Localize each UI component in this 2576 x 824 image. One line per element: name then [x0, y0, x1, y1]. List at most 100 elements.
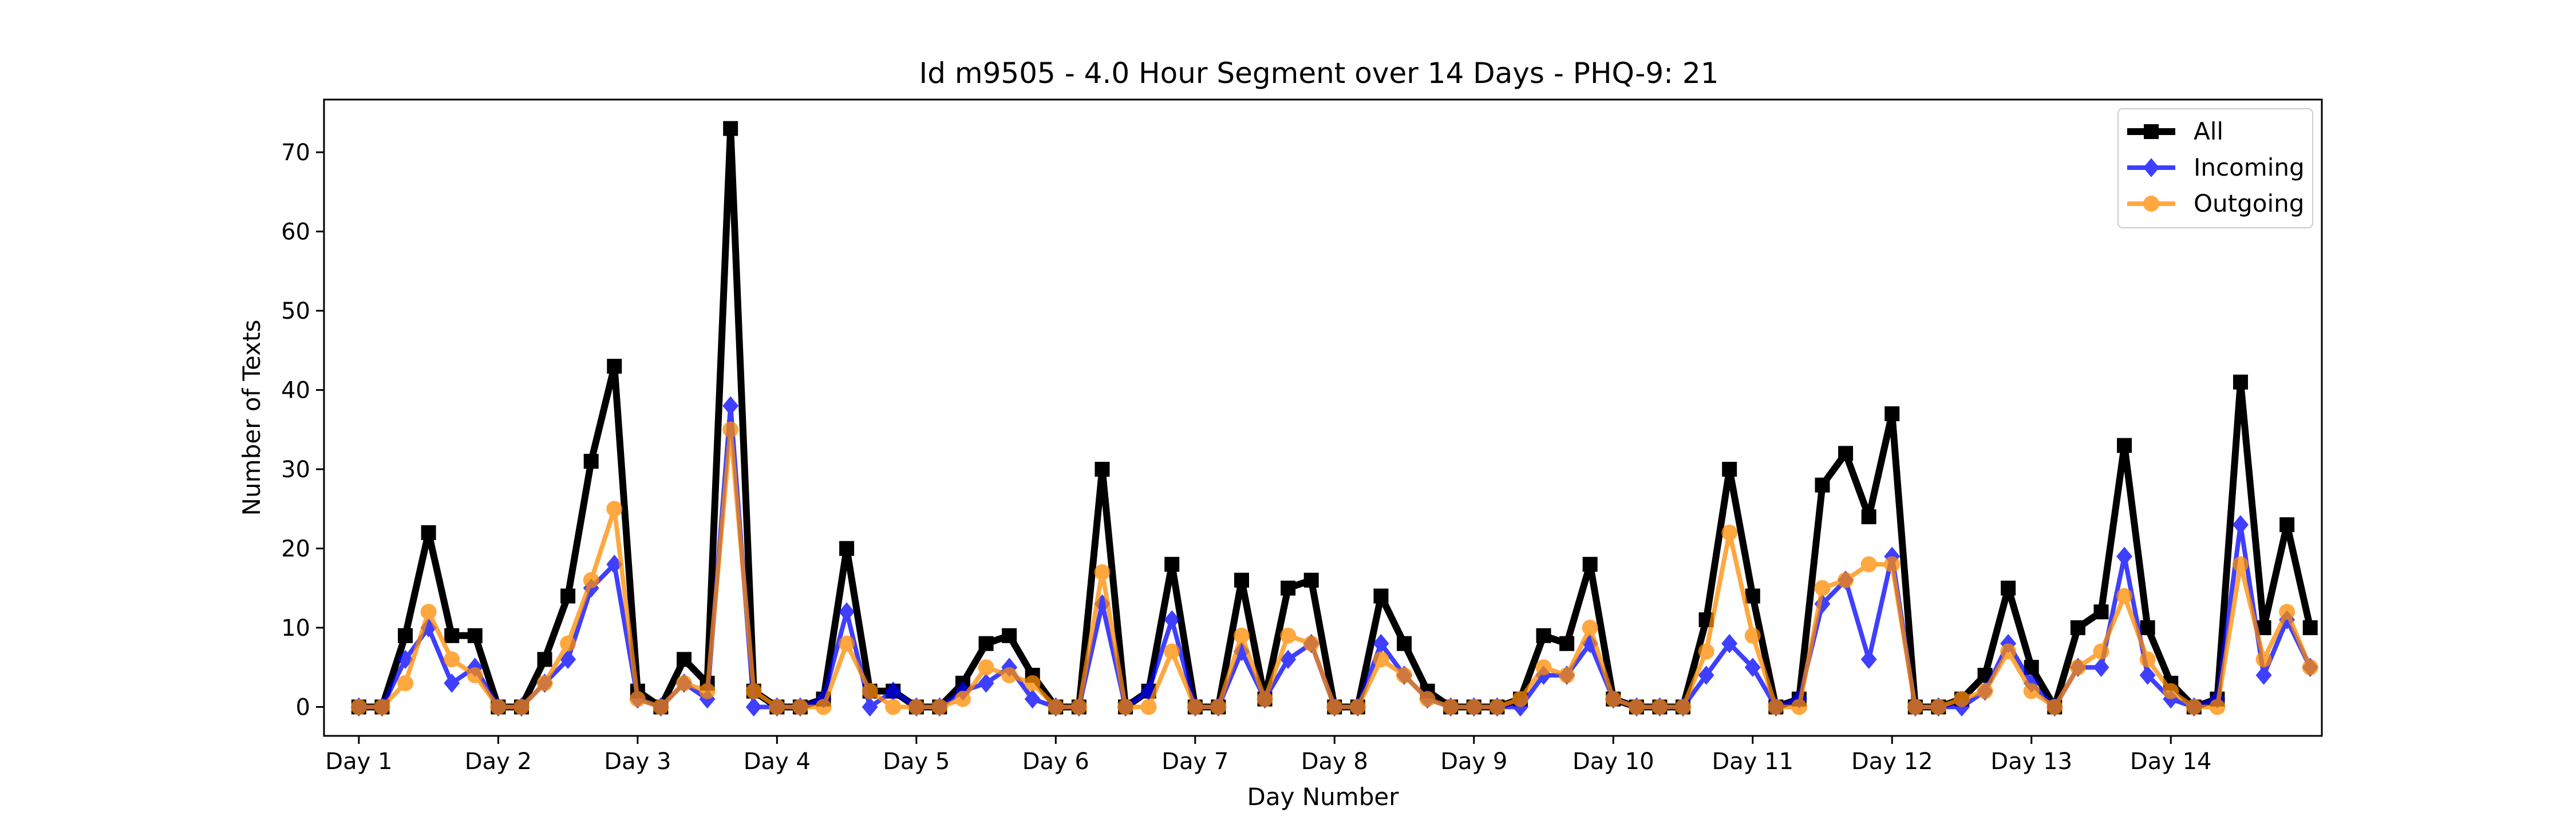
data-point-outgoing — [653, 699, 669, 715]
data-point-incoming — [1860, 649, 1877, 670]
series-line-all — [358, 125, 2314, 711]
data-point-outgoing — [2023, 683, 2040, 699]
data-point-incoming — [745, 697, 762, 717]
x-tick-label: Day 8 — [1301, 748, 1368, 775]
x-tick-label: Day 12 — [1851, 748, 1933, 775]
data-point-outgoing — [2000, 643, 2017, 660]
x-tick-label: Day 5 — [883, 748, 950, 775]
data-point-incoming — [2093, 657, 2109, 678]
data-point-outgoing — [1117, 699, 1134, 715]
x-tick-label: Day 10 — [1573, 748, 1654, 775]
data-point-outgoing — [1605, 691, 1622, 707]
data-point-outgoing — [2209, 699, 2226, 715]
data-point-incoming — [1698, 665, 1714, 685]
data-point-outgoing — [1582, 619, 1598, 636]
data-point-outgoing — [1907, 699, 1923, 715]
y-axis: 0 10 20 30 40 50 60 70 — [281, 140, 324, 720]
data-point-outgoing — [1326, 699, 1343, 715]
data-point-outgoing — [1860, 556, 1877, 573]
data-point-outgoing — [629, 691, 646, 707]
data-point-outgoing — [490, 699, 507, 715]
data-point-all — [2233, 374, 2248, 390]
x-tick-label: Day 7 — [1161, 748, 1228, 775]
data-point-outgoing — [792, 699, 808, 715]
data-point-incoming — [1744, 657, 1761, 678]
data-point-all — [398, 628, 413, 643]
data-point-all — [1002, 628, 1017, 643]
data-point-outgoing — [2046, 699, 2063, 715]
legend-swatch-outgoing — [2127, 196, 2175, 212]
series-all — [351, 121, 2318, 715]
y-tick-label: 50 — [281, 298, 310, 324]
data-point-all — [1838, 446, 1854, 461]
data-point-all — [1234, 572, 1249, 588]
data-point-all — [1884, 406, 1900, 422]
data-point-outgoing — [978, 659, 994, 676]
data-point-all — [1745, 588, 1760, 604]
data-point-outgoing — [2069, 659, 2086, 676]
data-point-outgoing — [1349, 699, 1366, 715]
data-point-outgoing — [467, 667, 483, 684]
data-point-all — [1373, 588, 1389, 604]
data-point-outgoing — [1721, 524, 1738, 541]
data-point-outgoing — [1768, 699, 1784, 715]
data-point-outgoing — [769, 699, 785, 715]
y-tick-label: 70 — [281, 140, 310, 166]
data-point-all — [1164, 557, 1180, 572]
data-point-outgoing — [1884, 556, 1901, 573]
data-point-incoming — [2255, 665, 2272, 685]
y-tick-label: 30 — [281, 457, 310, 483]
data-point-outgoing — [1257, 691, 1273, 707]
data-point-outgoing — [1233, 627, 1250, 644]
x-tick-label: Day 9 — [1440, 748, 1507, 775]
data-point-outgoing — [1512, 691, 1528, 707]
data-point-outgoing — [676, 675, 693, 691]
data-point-incoming — [1164, 610, 1180, 629]
data-point-outgoing — [2186, 699, 2202, 715]
data-point-outgoing — [885, 699, 902, 715]
data-point-outgoing — [1977, 683, 1993, 699]
data-point-incoming — [978, 674, 994, 693]
data-point-all — [2140, 620, 2155, 635]
data-point-outgoing — [1698, 643, 1714, 660]
data-point-outgoing — [2116, 588, 2133, 604]
data-point-incoming — [2232, 515, 2249, 534]
data-point-all — [2117, 438, 2132, 453]
data-point-outgoing — [722, 421, 739, 438]
data-point-incoming — [1373, 633, 1389, 653]
data-point-outgoing — [745, 683, 762, 699]
data-point-incoming — [1024, 689, 1041, 709]
data-point-incoming — [862, 697, 878, 717]
data-point-outgoing — [560, 635, 576, 652]
data-point-outgoing — [2302, 659, 2318, 676]
data-point-outgoing — [908, 699, 924, 715]
data-point-outgoing — [1396, 667, 1413, 684]
legend: All Incoming Outgoing — [2117, 108, 2313, 228]
data-point-outgoing — [444, 651, 460, 668]
data-point-outgoing — [2093, 643, 2109, 660]
y-tick-label: 10 — [281, 615, 310, 641]
data-point-incoming — [885, 681, 902, 701]
x-tick-label: Day 3 — [604, 748, 671, 775]
data-point-all — [560, 588, 576, 604]
data-point-all — [421, 525, 436, 540]
series-line-incoming — [358, 403, 2313, 710]
data-point-all — [1861, 509, 1876, 525]
x-axis-label: Day Number — [1247, 783, 1399, 811]
data-point-incoming — [722, 396, 739, 416]
data-point-incoming — [1280, 649, 1297, 670]
data-point-all — [1536, 628, 1551, 643]
data-point-outgoing — [839, 635, 855, 652]
data-point-outgoing — [2139, 651, 2156, 668]
data-point-outgoing — [1070, 699, 1087, 715]
data-point-incoming — [2139, 665, 2156, 685]
data-point-all — [2070, 620, 2085, 635]
series-line-outgoing — [358, 427, 2313, 710]
x-tick-label: Day 13 — [1990, 748, 2072, 775]
data-point-outgoing — [513, 699, 530, 715]
data-point-all — [2302, 620, 2318, 635]
x-tick-label: Day 2 — [465, 748, 532, 775]
data-point-all — [1095, 462, 1110, 477]
legend-marker-all — [2144, 124, 2159, 139]
plot-area-frame — [323, 98, 2323, 737]
